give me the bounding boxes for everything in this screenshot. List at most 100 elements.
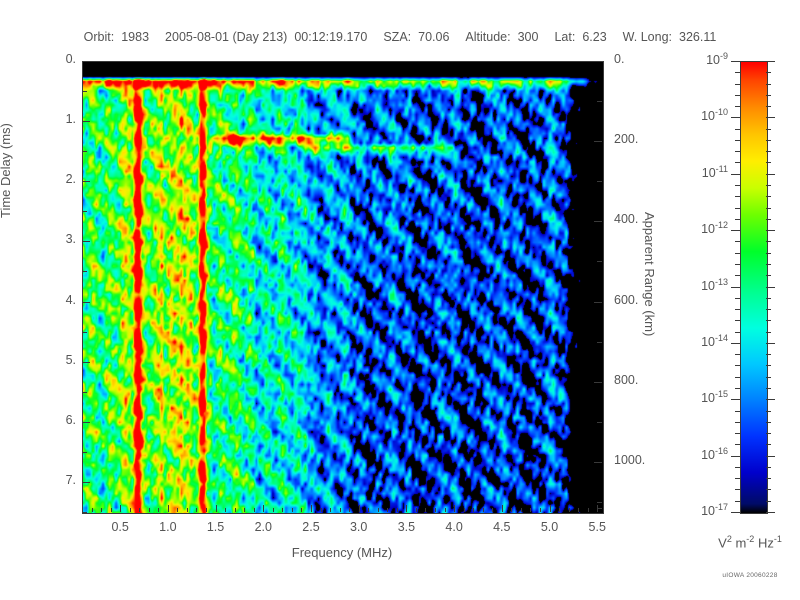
colorbar-minor-tick: [766, 106, 771, 107]
x-minor-tick: [569, 508, 570, 512]
colorbar-minor-tick: [766, 129, 771, 130]
x-minor-tick: [321, 508, 322, 512]
colorbar-minor-tick: [735, 72, 740, 73]
y-right-major-tick: [594, 302, 602, 303]
lat-label: Lat:: [554, 30, 576, 44]
x-minor-tick: [473, 508, 474, 512]
y-left-major-tick: [82, 61, 90, 62]
unit-meter: m: [735, 535, 747, 551]
x-tick-label: 2.0: [254, 520, 272, 534]
y-left-major-tick: [82, 181, 90, 182]
colorbar-minor-tick: [735, 422, 740, 423]
colorbar-tick-label: 10-12: [662, 220, 728, 236]
x-minor-tick: [511, 508, 512, 512]
colorbar-tick-exponent: -17: [714, 502, 728, 512]
colorbar-minor-tick: [766, 196, 771, 197]
colorbar-tick-exponent: -11: [715, 163, 728, 174]
y-right-tick-label: 400.: [614, 212, 639, 227]
x-minor-tick: [492, 508, 493, 512]
x-minor-tick: [235, 508, 236, 512]
y-left-tick-label: 7.: [65, 472, 76, 487]
y-right-major-tick: [594, 221, 602, 222]
colorbar-minor-tick: [735, 377, 740, 378]
colorbar-minor-tick: [766, 354, 771, 355]
y-left-minor-tick: [82, 512, 87, 513]
colorbar-tick-base: 10: [701, 391, 715, 406]
colorbar-minor-tick: [766, 162, 771, 163]
colorbar-minor-tick: [766, 444, 771, 445]
x-minor-tick: [282, 508, 283, 512]
y-left-tick-label: 2.: [65, 172, 76, 187]
y-left-major-tick: [82, 482, 90, 483]
y-right-tick-label: 1000.: [614, 452, 646, 467]
colorbar-minor-tick: [766, 411, 771, 412]
colorbar-minor-tick: [735, 354, 740, 355]
x-minor-tick: [158, 508, 159, 512]
x-major-tick: [597, 505, 598, 512]
x-minor-tick: [483, 508, 484, 512]
y-left-minor-tick: [82, 271, 87, 272]
colorbar-minor-tick: [766, 208, 771, 209]
colorbar-tick-base: 10: [701, 278, 715, 293]
x-minor-tick: [196, 508, 197, 512]
colorbar-minor-tick: [735, 332, 740, 333]
colorbar-minor-tick: [735, 95, 740, 96]
x-tick-label: 0.5: [111, 520, 129, 534]
colorbar-minor-tick: [766, 95, 771, 96]
x-minor-tick: [416, 508, 417, 512]
colorbar-tick-base: 10: [701, 447, 715, 462]
colorbar-minor-tick: [735, 309, 740, 310]
x-minor-tick: [101, 508, 102, 512]
y-right-minor-tick: [597, 261, 602, 262]
colorbar-major-tick: [766, 117, 775, 118]
orbit-label: Orbit:: [83, 30, 115, 44]
colorbar-minor-tick: [766, 501, 771, 502]
colorbar-minor-tick: [766, 433, 771, 434]
colorbar-minor-tick: [766, 219, 771, 220]
colorbar-minor-tick: [735, 151, 740, 152]
observation-date: 2005-08-01 (Day 213): [165, 30, 288, 44]
x-tick-label: 5.0: [540, 520, 559, 534]
y-left-minor-tick: [82, 151, 87, 152]
x-tick-label: 4.0: [445, 520, 463, 534]
colorbar-major-tick: [766, 61, 775, 62]
x-minor-tick: [349, 508, 350, 512]
colorbar-minor-tick: [735, 433, 740, 434]
y-right-major-tick: [594, 382, 602, 383]
colorbar-tick-label: 10-11: [662, 164, 728, 180]
y-left-minor-tick: [82, 91, 87, 92]
x-major-tick: [359, 505, 360, 512]
colorbar-minor-tick: [766, 467, 771, 468]
x-minor-tick: [225, 508, 226, 512]
unit-meter-exponent: -2: [746, 534, 755, 544]
colorbar-minor-tick: [735, 208, 740, 209]
x-major-tick: [168, 505, 169, 512]
x-minor-tick: [340, 508, 341, 512]
y-right-minor-tick: [597, 342, 602, 343]
x-minor-tick: [187, 508, 188, 512]
colorbar-minor-tick: [766, 264, 771, 265]
colorbar-tick-label: 10-9: [662, 51, 728, 67]
x-minor-tick: [330, 508, 331, 512]
colorbar-tick-label: 10-17: [662, 502, 728, 518]
y-left-major-tick: [82, 121, 90, 122]
colorbar-minor-tick: [735, 489, 740, 490]
west-longitude-label: W. Long:: [622, 30, 672, 44]
x-major-tick: [311, 505, 312, 512]
x-major-tick: [502, 505, 503, 512]
y-axis-left-title: Time Delay (ms): [0, 123, 13, 218]
x-minor-tick: [530, 508, 531, 512]
colorbar-minor-tick: [766, 241, 771, 242]
x-major-tick: [216, 505, 217, 512]
y-left-major-tick: [82, 302, 90, 303]
colorbar-major-tick: [731, 287, 740, 288]
x-minor-tick: [397, 508, 398, 512]
colorbar-tick-base: 10: [701, 504, 715, 519]
colorbar-major-tick: [766, 230, 775, 231]
colorbar-major-tick: [731, 117, 740, 118]
colorbar-minor-tick: [735, 84, 740, 85]
colorbar-minor-tick: [735, 253, 740, 254]
y-left-minor-tick: [82, 211, 87, 212]
colorbar-tick-exponent: -15: [714, 389, 728, 400]
